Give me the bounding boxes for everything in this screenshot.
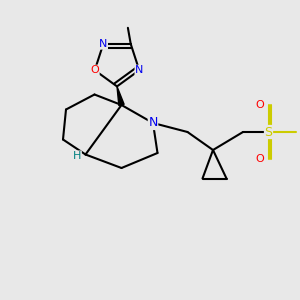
- Text: H: H: [73, 151, 81, 161]
- Text: O: O: [256, 100, 265, 110]
- Text: O: O: [90, 65, 99, 75]
- Text: S: S: [265, 125, 272, 139]
- Text: N: N: [99, 39, 107, 49]
- Text: O: O: [256, 154, 265, 164]
- Text: N: N: [148, 116, 158, 130]
- Polygon shape: [117, 86, 124, 106]
- Text: N: N: [135, 65, 143, 75]
